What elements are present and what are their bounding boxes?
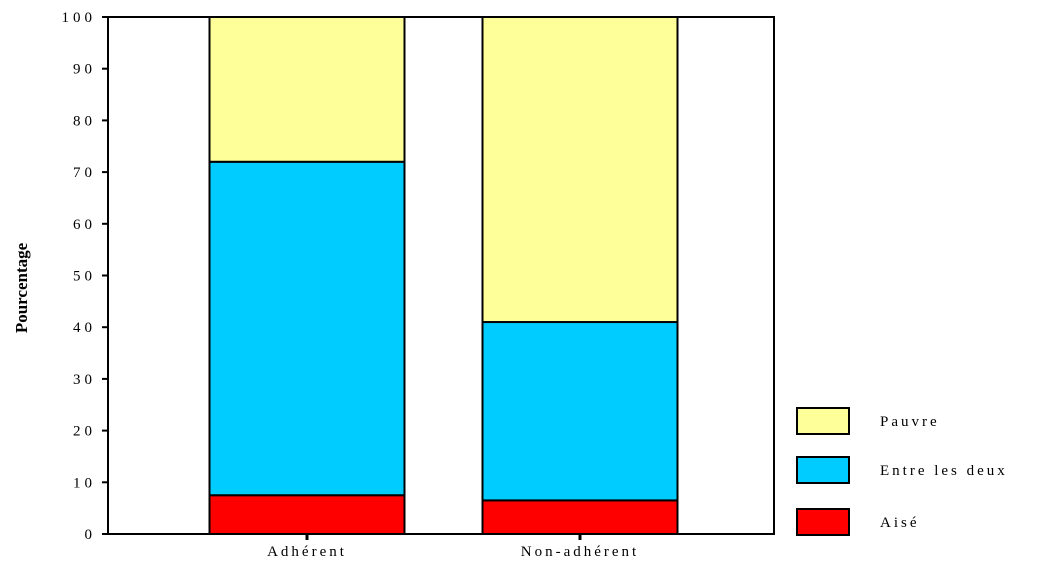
y-tick-label: 60 [73,217,96,233]
y-tick-label: 30 [73,372,96,388]
legend-label: Entre les deux [880,463,1008,479]
x-category-label: Adhérent [267,544,347,560]
bar-segment-1-2 [208,160,406,497]
y-axis-ticks: 0 10 20 30 40 50 60 70 80 90 100 [62,10,108,543]
y-tick-label: 70 [73,165,96,181]
x-category-label: Non-adhérent [521,544,639,560]
y-tick-label: 10 [73,475,96,491]
bar-segment-1-1 [208,494,406,536]
bar-segment-1-3 [208,16,406,163]
legend-label: Pauvre [880,414,940,430]
legend-swatch [796,407,850,435]
y-axis-label: Pourcentage [12,242,31,333]
legend: Pauvre Entre les deux Aisé [796,407,1008,536]
x-axis-category-labels: Adhérent Non-adhérent [267,534,639,560]
y-tick-label: 40 [73,320,96,336]
y-tick-label: 20 [73,424,96,440]
y-tick-label: 0 [85,527,97,543]
bar-segment-2-2 [481,321,679,502]
bar-segment-2-3 [481,16,679,324]
y-tick-label: 80 [73,113,96,129]
plot-area [107,16,775,536]
y-tick-label: 100 [62,10,97,26]
y-tick-label: 50 [73,269,96,285]
legend-label: Aisé [880,515,920,531]
bar-segment-2-1 [481,499,679,535]
legend-swatch [796,456,850,484]
legend-swatch [796,508,850,536]
y-tick-label: 90 [73,62,96,78]
